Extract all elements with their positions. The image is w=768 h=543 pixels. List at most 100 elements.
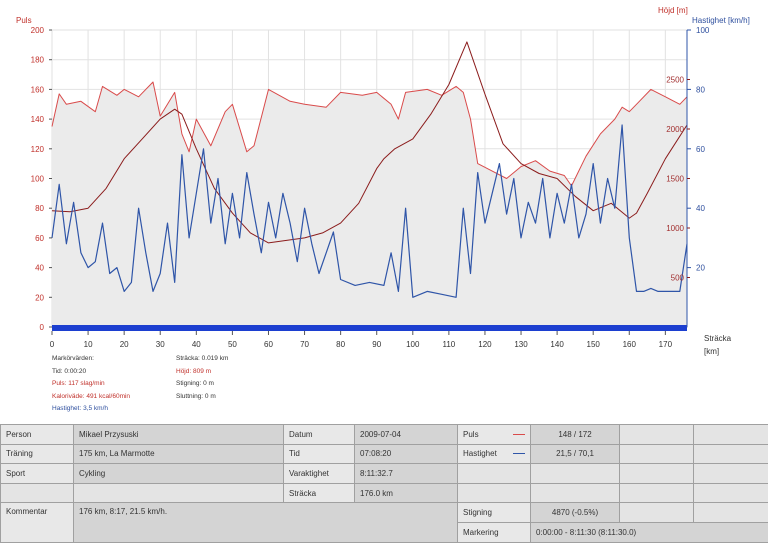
x-tick-label: 170 [659, 340, 673, 349]
traning-value: 175 km, La Marmotte [74, 444, 284, 464]
stracka-label: Sträcka [284, 483, 355, 503]
empty-cell [694, 425, 768, 445]
table-row: Träning 175 km, La Marmotte Tid 07:08:20… [1, 444, 768, 464]
empty-cell [531, 464, 620, 484]
puls-legend-swatch [513, 434, 525, 435]
markering-label: Markering [458, 522, 531, 542]
y-tick-label: 140 [31, 115, 45, 124]
cursor-readout: Markörvärden: Tid: 0:00:20 Puls: 117 sla… [44, 353, 304, 418]
person-value: Mikael Przysuski [74, 425, 284, 445]
table-row: Sträcka 176.0 km [1, 483, 768, 503]
y-tick-label: 180 [31, 56, 45, 65]
readout-puls: Puls: 117 slag/min [52, 378, 130, 391]
readout-hastighet: Hastighet: 3,5 km/h [52, 403, 130, 416]
empty-cell [1, 483, 74, 503]
x-tick-label: 90 [372, 340, 381, 349]
empty-cell [620, 425, 694, 445]
x-axis-title: Sträcka [704, 334, 731, 343]
empty-cell [531, 483, 620, 503]
summary-table: Person Mikael Przysuski Datum 2009-07-04… [0, 424, 768, 543]
empty-cell [620, 503, 694, 523]
readout-kalori: Kaloriväde: 491 kcal/60min [52, 391, 130, 404]
hojd-tick-label: 2500 [666, 76, 684, 85]
readout-tid: Tid: 0:00:20 [52, 366, 130, 379]
puls-value: 148 / 172 [531, 425, 620, 445]
x-tick-label: 60 [264, 340, 273, 349]
empty-cell [694, 483, 768, 503]
x-tick-label: 80 [336, 340, 345, 349]
varaktighet-value: 8:11:32.7 [355, 464, 458, 484]
tid-value: 07:08:20 [355, 444, 458, 464]
x-tick-label: 10 [84, 340, 93, 349]
y-tick-label: 0 [40, 323, 45, 332]
hastighet-tick-label: 60 [696, 145, 705, 154]
y-tick-label: 60 [35, 234, 44, 243]
y-tick-label: 120 [31, 145, 45, 154]
empty-cell [694, 444, 768, 464]
hastighet-tick-label: 100 [696, 26, 710, 35]
hojd-tick-label: 2000 [666, 125, 684, 134]
x-tick-label: 0 [50, 340, 55, 349]
y-tick-label: 200 [31, 26, 45, 35]
y-tick-label: 160 [31, 85, 45, 94]
y-tick-label: 100 [31, 175, 45, 184]
empty-cell [694, 464, 768, 484]
table-row: Sport Cykling Varaktighet 8:11:32.7 [1, 464, 768, 484]
empty-cell [620, 464, 694, 484]
hojd-tick-label: 500 [671, 274, 685, 283]
left-axis-title: Puls [16, 16, 32, 25]
y-tick-label: 40 [35, 264, 44, 273]
x-tick-label: 140 [550, 340, 564, 349]
y-tick-label: 80 [35, 204, 44, 213]
traning-label: Träning [1, 444, 74, 464]
x-tick-label: 150 [587, 340, 601, 349]
y-tick-label: 20 [35, 293, 44, 302]
hastighet-value: 21,5 / 70,1 [531, 444, 620, 464]
puls-label: Puls [463, 430, 479, 439]
x-tick-label: 20 [120, 340, 129, 349]
right-axis-title-1: Höjd [m] [658, 6, 688, 15]
stigning-label: Stigning [458, 503, 531, 523]
markering-value: 0:00:00 - 8:11:30 (8:11:30.0) [531, 522, 768, 542]
datum-label: Datum [284, 425, 355, 445]
kommentar-label: Kommentar [1, 503, 74, 542]
table-row: Kommentar 176 km, 8:17, 21.5 km/h. Stign… [1, 503, 768, 523]
hastighet-tick-label: 40 [696, 204, 705, 213]
sport-label: Sport [1, 464, 74, 484]
x-axis-unit: [km] [704, 347, 719, 356]
hastighet-label-cell: Hastighet [458, 444, 531, 464]
readout-stigning: Stigning: 0 m [176, 378, 228, 391]
x-tick-label: 70 [300, 340, 309, 349]
person-label: Person [1, 425, 74, 445]
kommentar-value: 176 km, 8:17, 21.5 km/h. [74, 503, 458, 542]
empty-cell [74, 483, 284, 503]
hastighet-label: Hastighet [463, 449, 497, 458]
empty-cell [620, 444, 694, 464]
table-row: Person Mikael Przysuski Datum 2009-07-04… [1, 425, 768, 445]
range-band [52, 325, 687, 331]
empty-cell [458, 483, 531, 503]
readout-hojd: Höjd: 809 m [176, 366, 228, 379]
readout-right-column: Sträcka: 0.019 km Höjd: 809 m Stigning: … [176, 353, 228, 403]
empty-cell [620, 483, 694, 503]
empty-cell [458, 464, 531, 484]
x-tick-label: 50 [228, 340, 237, 349]
hastighet-tick-label: 80 [696, 85, 705, 94]
x-tick-label: 40 [192, 340, 201, 349]
readout-left-column: Markörvärden: Tid: 0:00:20 Puls: 117 sla… [52, 353, 130, 416]
tid-label: Tid [284, 444, 355, 464]
datum-value: 2009-07-04 [355, 425, 458, 445]
sport-value: Cykling [74, 464, 284, 484]
x-tick-label: 120 [478, 340, 492, 349]
readout-header: Markörvärden: [52, 353, 130, 366]
hojd-tick-label: 1500 [666, 175, 684, 184]
x-tick-label: 160 [623, 340, 637, 349]
stracka-value: 176.0 km [355, 483, 458, 503]
right-axis-title-2: Hastighet [km/h] [692, 16, 750, 25]
readout-stracka: Sträcka: 0.019 km [176, 353, 228, 366]
x-tick-label: 100 [406, 340, 420, 349]
varaktighet-label: Varaktighet [284, 464, 355, 484]
x-tick-label: 30 [156, 340, 165, 349]
